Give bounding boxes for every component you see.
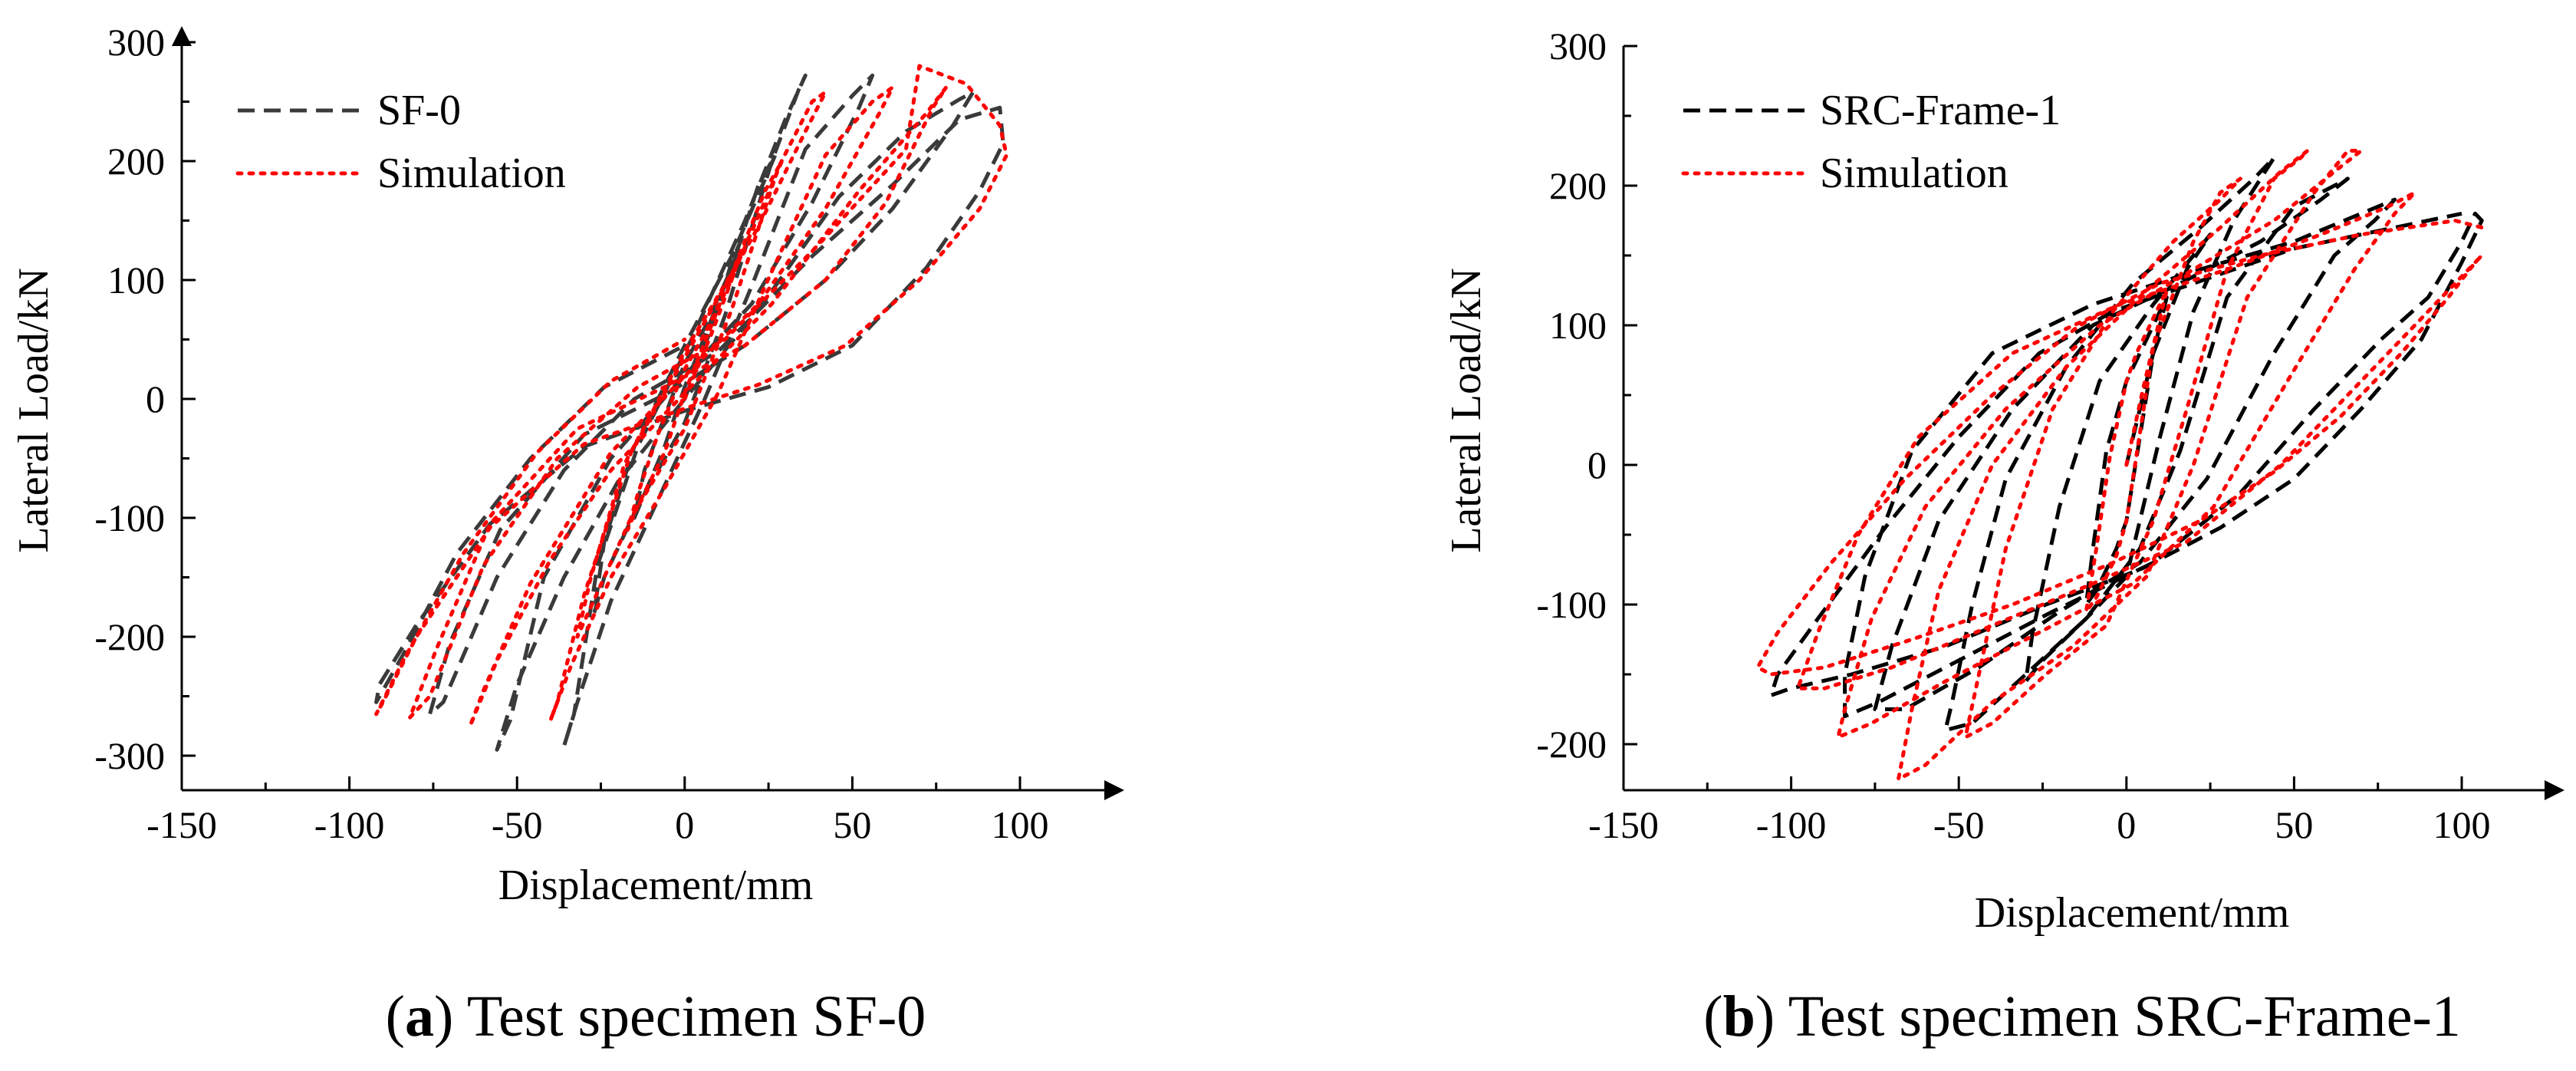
panel-b-series-1-line	[1755, 149, 2484, 781]
panel-a-x-tick-label-2: -50	[492, 803, 543, 846]
panel-a-series-0-line	[374, 73, 1005, 752]
panel-a-caption-text: Test specimen SF-0	[467, 984, 926, 1049]
panel-a-y-tick-label-5: 200	[107, 140, 165, 183]
panel-b-x-tick-label-3: 0	[2117, 803, 2136, 846]
panel-b-x-tick-label-1: -100	[1756, 803, 1827, 846]
panel-b-legend-label-0: SRC-Frame-1	[1820, 87, 2061, 134]
panel-b-legend: SRC-Frame-1 Simulation	[1681, 87, 2061, 197]
panel-a-x-tick-label-0: -150	[146, 803, 217, 846]
panel-b-y-tick-label-4: 200	[1549, 164, 1607, 207]
panel-b-plot-area	[1755, 149, 2484, 781]
panel-b-caption: (b) Test specimen SRC-Frame-1	[1703, 984, 2461, 1049]
panel-a-y-tick-label-2: -100	[94, 496, 165, 539]
panel-a-y-axis-title: Lateral Load/kN	[10, 268, 58, 553]
panel-b-caption-letter: b	[1723, 984, 1755, 1049]
panel-a-series-1-line	[374, 64, 1008, 728]
panel-a-caption: (a) Test specimen SF-0	[386, 984, 926, 1049]
panel-a-legend-label-1: Simulation	[377, 150, 566, 197]
panel-a-y-tick-label-4: 100	[107, 259, 165, 302]
panel-a-x-tick-label-3: 0	[675, 803, 694, 846]
panel-b-x-arrow	[2545, 780, 2564, 800]
panel-a: -150 -100 -50 0 50 100-300-200-1000100200300 …	[10, 21, 1124, 1049]
panel-a-legend: SF-0 Simulation	[235, 87, 566, 197]
panel-a-ticks: -150 -100 -50 0 50 100 -300 -200 -100 0 100 200 300	[94, 21, 1048, 846]
panel-a-y-tick-label-1: -200	[94, 615, 165, 658]
panel-b-y-tick-label-1: -100	[1536, 583, 1607, 626]
panel-b-caption-text: Test specimen SRC-Frame-1	[1788, 984, 2461, 1049]
panel-b-x-axis-title: Displacement/mm	[1975, 889, 2290, 937]
panel-b-x-tick-label-2: -50	[1933, 803, 1985, 846]
panel-b-y-tick-label-2: 0	[1587, 443, 1607, 486]
panel-b-y-tick-label-0: -200	[1536, 723, 1607, 766]
panel-a-x-arrow	[1104, 780, 1124, 800]
panel-a-x-tick-label-5: 100	[992, 803, 1049, 846]
panel-a-caption-letter: a	[405, 984, 434, 1049]
panel-b-series-0-line	[1768, 156, 2484, 733]
panel-b-ticks: -150 -100 -50 0 50 100 -200 -100 0 100 200 300	[1536, 25, 2490, 846]
panel-a-x-tick-label-1: -100	[314, 803, 385, 846]
panel-a-y-tick-label-6: 300	[107, 21, 165, 64]
panel-b-x-tick-label-4: 50	[2275, 803, 2313, 846]
panel-b-y-axis-title: Lateral Load/kN	[1443, 268, 1490, 553]
panel-b-x-tick-label-5: 100	[2433, 803, 2491, 846]
panel-a-legend-label-0: SF-0	[377, 87, 461, 134]
panel-b: -150 -100 -50 0 50 100 -200 -100 0 100 200 300 SRC-…	[1443, 25, 2564, 1049]
panel-a-plot-area	[374, 64, 1008, 752]
panel-b-x-tick-label-0: -150	[1588, 803, 1659, 846]
panel-b-y-tick-label-3: 100	[1549, 304, 1607, 347]
panel-a-x-axis-title: Displacement/mm	[498, 862, 814, 909]
panel-a-x-tick-label-4: 50	[833, 803, 871, 846]
panel-b-legend-label-1: Simulation	[1820, 150, 2008, 197]
panel-b-y-tick-label-5: 300	[1549, 25, 1607, 68]
panel-a-y-tick-label-0: -300	[94, 734, 165, 777]
panel-a-y-tick-label-3: 0	[146, 377, 165, 420]
